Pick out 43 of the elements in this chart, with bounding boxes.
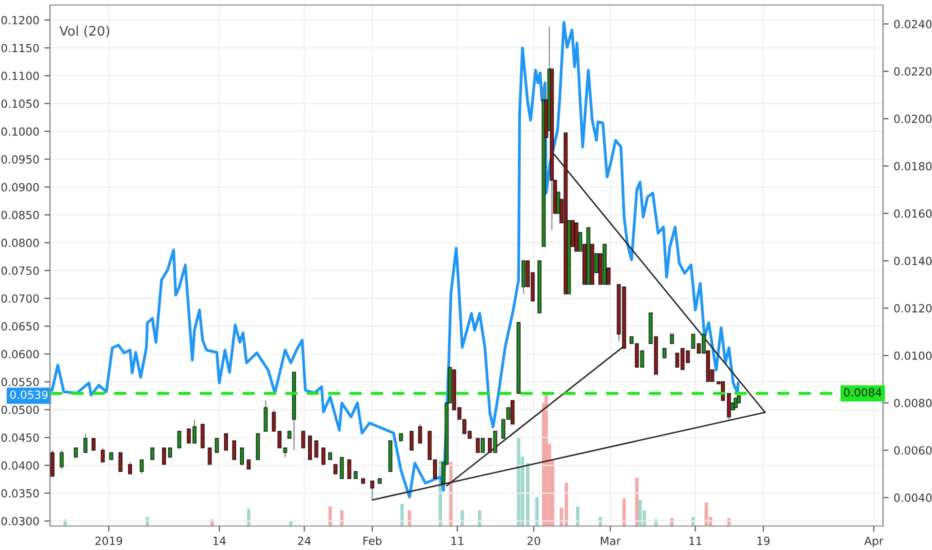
y2-tick-label: 0.0100 bbox=[894, 351, 932, 360]
y-tick-label: 0.0350 bbox=[1, 489, 39, 498]
text: 0.0539 bbox=[10, 390, 48, 399]
y-tick-label: 0.1100 bbox=[1, 72, 39, 80]
y-tick-label: 0.0900 bbox=[1, 182, 39, 192]
y-tick-label: 0.0450 bbox=[1, 433, 39, 442]
x-tick-label: Apr bbox=[864, 536, 884, 548]
y-tick-label: 0.0700 bbox=[1, 294, 39, 303]
ref-line-label: 0.0084 bbox=[844, 388, 882, 397]
y2-tick-label: 0.0060 bbox=[894, 446, 932, 455]
y-tick-label: 0.0500 bbox=[1, 406, 39, 414]
x-tick-label: 14 bbox=[213, 536, 226, 545]
x-tick-label: 2019 bbox=[95, 536, 122, 546]
y2-tick-label: 0.0200 bbox=[894, 114, 932, 124]
y2-tick-label: 0.0040 bbox=[894, 494, 932, 502]
y2-tick-label: 0.0220 bbox=[894, 67, 932, 76]
y2-tick-label: 0.0240 bbox=[894, 20, 932, 28]
y-tick-label: 0.0850 bbox=[1, 210, 39, 220]
y2-tick-label: 0.0160 bbox=[894, 209, 932, 218]
annotation: Vol (20) bbox=[59, 26, 110, 38]
y-tick-label: 0.1200 bbox=[1, 16, 39, 24]
y2-tick-label: 0.0180 bbox=[894, 162, 932, 170]
y-tick-label: 0.0800 bbox=[1, 238, 39, 248]
y-tick-label: 0.1050 bbox=[1, 99, 39, 108]
x-tick-label: 11 bbox=[689, 536, 702, 545]
x-tick-label: 20 bbox=[528, 536, 540, 546]
y-tick-label: 0.0550 bbox=[1, 378, 39, 386]
y2-tick-label: 0.0140 bbox=[894, 256, 932, 266]
y2-tick-label: 0.0120 bbox=[894, 304, 932, 313]
x-tick-label: 24 bbox=[298, 536, 311, 545]
x-tick-label: Mar bbox=[600, 536, 621, 546]
y2-tick-label: 0.0080 bbox=[894, 398, 932, 408]
y-tick-label: 0.0300 bbox=[1, 516, 39, 526]
x-tick-label: Feb bbox=[364, 536, 382, 546]
y-tick-label: 0.1150 bbox=[1, 44, 39, 52]
y-tick-label: 0.0650 bbox=[1, 322, 39, 331]
y-tick-label: 0.0600 bbox=[1, 350, 39, 358]
y-tick-label: 0.0950 bbox=[1, 155, 39, 164]
y-tick-label: 0.0750 bbox=[1, 266, 39, 275]
y-tick-label: 0.1000 bbox=[1, 127, 39, 136]
x-tick-label: 11 bbox=[451, 536, 464, 545]
y-tick-label: 0.0400 bbox=[1, 461, 39, 470]
x-tick-label: 19 bbox=[757, 536, 770, 546]
